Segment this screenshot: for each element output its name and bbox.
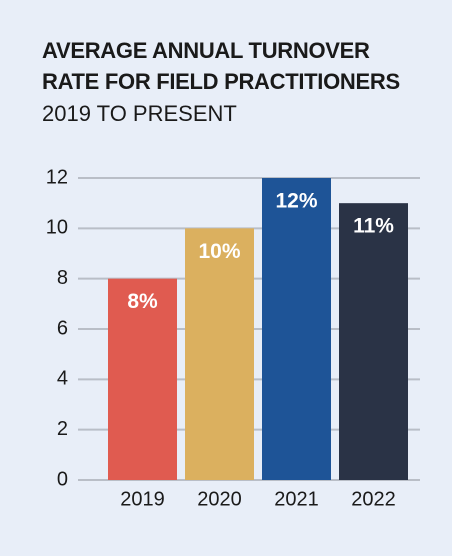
- value-label: 10%: [198, 240, 240, 263]
- y-tick-label: 10: [46, 217, 68, 239]
- bar: [108, 278, 177, 480]
- y-tick-label: 12: [46, 166, 68, 188]
- value-label: 11%: [353, 215, 394, 238]
- chart-subtitle: 2019 TO PRESENT: [42, 101, 237, 126]
- x-tick-label: 2019: [120, 488, 165, 510]
- chart-title: RATE FOR FIELD PRACTITIONERS: [42, 69, 400, 94]
- bar: [339, 203, 408, 480]
- chart-title: AVERAGE ANNUAL TURNOVER: [42, 38, 370, 63]
- y-tick-label: 4: [57, 368, 68, 390]
- x-tick-label: 2020: [197, 488, 242, 510]
- value-label: 12%: [275, 190, 317, 213]
- y-tick-label: 6: [57, 317, 68, 339]
- x-tick-label: 2022: [351, 488, 396, 510]
- x-tick-label: 2021: [274, 488, 319, 510]
- y-tick-label: 0: [57, 468, 68, 490]
- value-label: 8%: [127, 290, 158, 313]
- bar: [185, 228, 254, 480]
- bar: [262, 178, 331, 480]
- y-tick-label: 2: [57, 418, 68, 440]
- y-tick-label: 8: [57, 267, 68, 289]
